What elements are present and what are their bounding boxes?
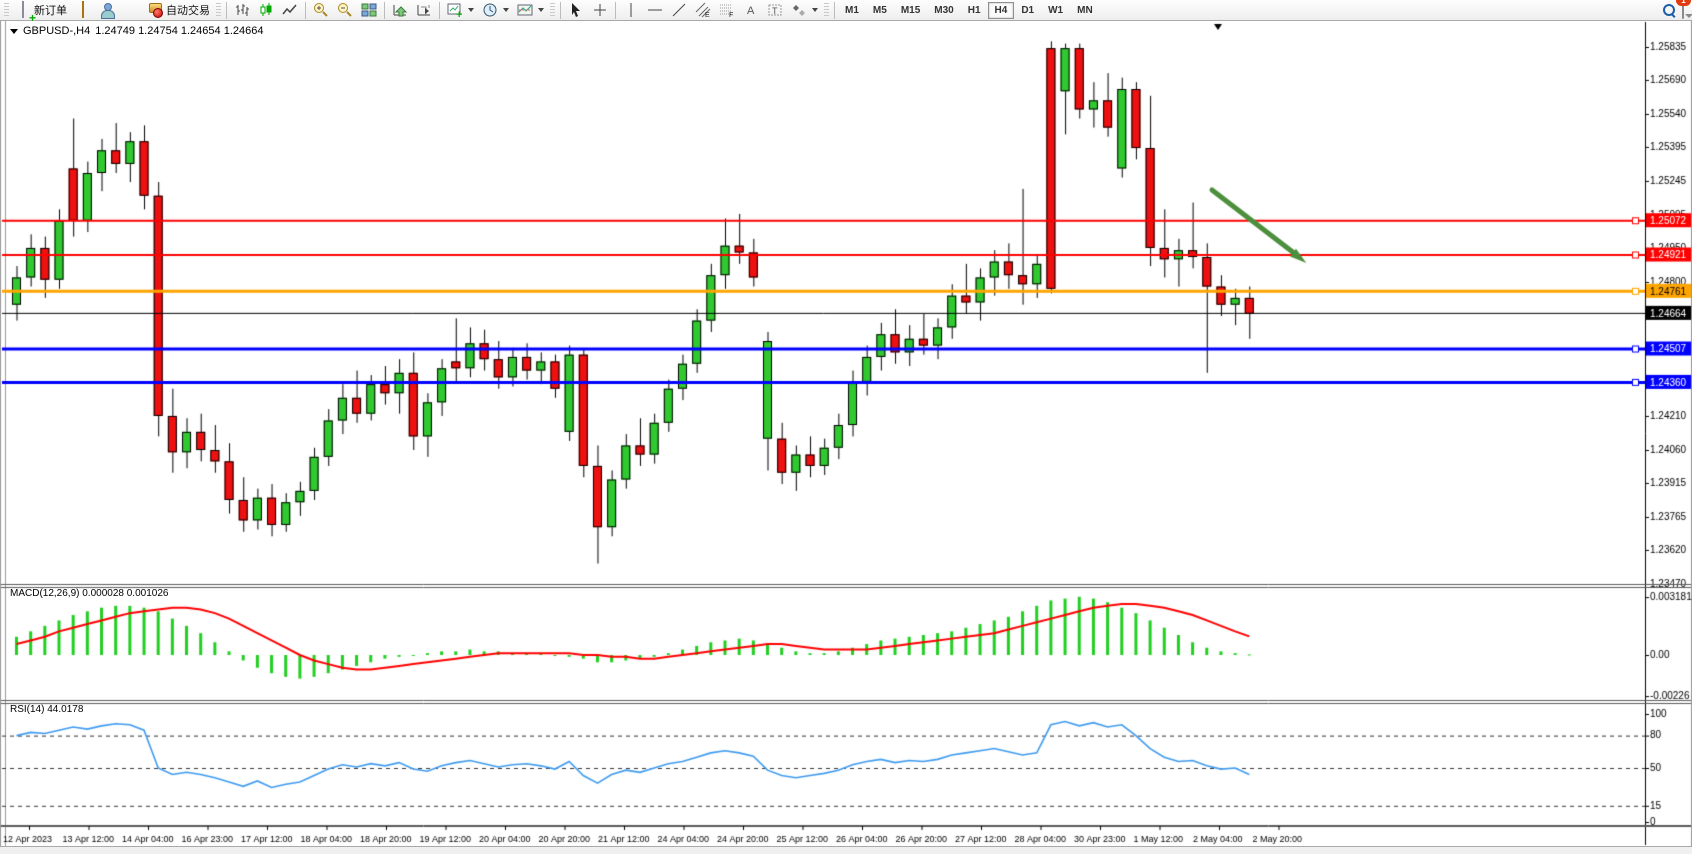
chart-shift-button[interactable]	[412, 1, 436, 20]
timeframe-button-H1[interactable]: H1	[961, 2, 988, 19]
shapes-tool-button[interactable]	[787, 1, 822, 20]
profile-icon	[99, 2, 115, 19]
chevron-down-icon	[503, 8, 509, 12]
toolbar-separator	[305, 1, 306, 19]
line-chart-button[interactable]	[278, 1, 302, 20]
chart-title-bar[interactable]: GBPUSD-,H4 1.24749 1.24754 1.24654 1.246…	[10, 25, 263, 37]
zoom-out-button[interactable]	[333, 1, 357, 20]
zoom-in-icon	[313, 2, 329, 18]
shapes-icon	[791, 2, 807, 18]
timeframe-button-M5[interactable]: M5	[866, 2, 894, 19]
chart-shift-icon	[416, 2, 432, 18]
channel-icon: E	[695, 2, 711, 18]
candlestick-button[interactable]	[254, 1, 278, 20]
trendline-icon	[671, 2, 687, 18]
chart-ohlc-quotes: 1.24749 1.24754 1.24654 1.24664	[95, 25, 264, 37]
toolbar-separator	[615, 1, 616, 19]
new-order-label: 新订单	[34, 5, 67, 17]
chevron-down-icon	[812, 8, 818, 12]
line-chart-icon	[282, 2, 298, 18]
timeframe-toolbar: M1 M5 M15 M30 H1 H4 D1 W1 MN	[838, 1, 1100, 19]
market-watch-button[interactable]	[71, 1, 95, 20]
timeframe-button-M30[interactable]: M30	[927, 2, 960, 19]
period-icon	[482, 2, 498, 18]
period-button[interactable]	[478, 1, 513, 20]
text-label-icon: T	[767, 2, 783, 18]
trendline-tool-button[interactable]	[667, 1, 691, 20]
auto-scroll-icon	[392, 2, 408, 18]
new-order-button[interactable]: 新订单	[11, 1, 71, 20]
chart-dropdown-icon[interactable]	[10, 28, 18, 34]
zoom-in-button[interactable]	[309, 1, 333, 20]
fibonacci-icon: F	[719, 2, 735, 18]
toolbar-separator	[226, 1, 227, 19]
fibonacci-tool-button[interactable]: F	[715, 1, 739, 20]
status-bar	[0, 846, 1692, 854]
search-icon[interactable]	[1663, 3, 1676, 17]
macd-indicator-label: MACD(12,26,9) 0.000028 0.001026	[10, 588, 169, 599]
chat-button[interactable]: 1	[1676, 0, 1691, 19]
timeframe-button-H4[interactable]: H4	[987, 1, 1015, 19]
horizontal-line-icon	[647, 2, 663, 18]
new-chart-button[interactable]: +	[443, 1, 478, 20]
main-toolbar: 新订单 自动交易 +	[0, 0, 1692, 21]
toolbar-separator	[834, 1, 835, 19]
vertical-line-icon	[623, 2, 639, 18]
notification-badge: 1	[1676, 0, 1691, 6]
chevron-down-icon	[538, 8, 544, 12]
vertical-line-tool-button[interactable]	[619, 1, 643, 20]
timeframe-button-W1[interactable]: W1	[1041, 2, 1070, 19]
svg-text:F: F	[729, 12, 733, 18]
timeframe-button-M1[interactable]: M1	[838, 2, 866, 19]
bar-chart-button[interactable]	[230, 1, 254, 20]
candlestick-icon	[258, 2, 274, 18]
svg-text:A: A	[747, 5, 755, 17]
profile-button[interactable]	[95, 1, 119, 20]
timeframe-button-M15[interactable]: M15	[894, 2, 927, 19]
toolbar-grip[interactable]	[550, 2, 555, 18]
template-button[interactable]	[513, 1, 548, 20]
tile-windows-icon	[361, 2, 377, 18]
channel-tool-button[interactable]: E	[691, 1, 715, 20]
toolbar-separator	[384, 1, 385, 19]
svg-text:+: +	[456, 9, 462, 18]
toolbar-separator	[560, 1, 561, 19]
text-tool-button[interactable]: A	[739, 1, 763, 20]
rsi-indicator-label: RSI(14) 44.0178	[10, 704, 84, 715]
tile-windows-button[interactable]	[357, 1, 381, 20]
bar-chart-icon	[234, 2, 250, 18]
new-order-icon	[22, 1, 24, 18]
svg-text:E: E	[705, 12, 710, 18]
toolbar-grip[interactable]	[216, 2, 221, 18]
timeframe-button-MN[interactable]: MN	[1070, 2, 1100, 19]
chart-symbol-period: GBPUSD-,H4	[23, 25, 91, 37]
market-watch-icon	[82, 1, 84, 18]
cursor-icon	[568, 2, 584, 18]
text-icon: A	[743, 2, 759, 18]
chart-window: GBPUSD-,H4 1.24749 1.24754 1.24654 1.246…	[0, 21, 1692, 853]
timeframe-button-D1[interactable]: D1	[1014, 2, 1041, 19]
horizontal-line-tool-button[interactable]	[643, 1, 667, 20]
cursor-tool-button[interactable]	[564, 1, 588, 20]
signals-button[interactable]	[119, 1, 143, 20]
price-chart-canvas[interactable]	[0, 21, 1692, 853]
crosshair-icon	[592, 2, 608, 18]
chevron-down-icon	[468, 8, 474, 12]
toolbar-grip[interactable]	[824, 2, 829, 18]
toolbar-grip[interactable]	[4, 2, 9, 18]
template-icon	[517, 2, 533, 18]
autotrade-label: 自动交易	[166, 5, 210, 17]
auto-scroll-button[interactable]	[388, 1, 412, 20]
new-chart-icon: +	[447, 2, 463, 18]
autotrade-button[interactable]: 自动交易	[143, 1, 214, 20]
toolbar-separator	[439, 1, 440, 19]
chat-icon	[1682, 0, 1684, 19]
svg-text:T: T	[772, 6, 778, 16]
text-label-tool-button[interactable]: T	[763, 1, 787, 20]
autotrade-icon	[148, 3, 163, 18]
zoom-out-icon	[337, 2, 353, 18]
crosshair-tool-button[interactable]	[588, 1, 612, 20]
